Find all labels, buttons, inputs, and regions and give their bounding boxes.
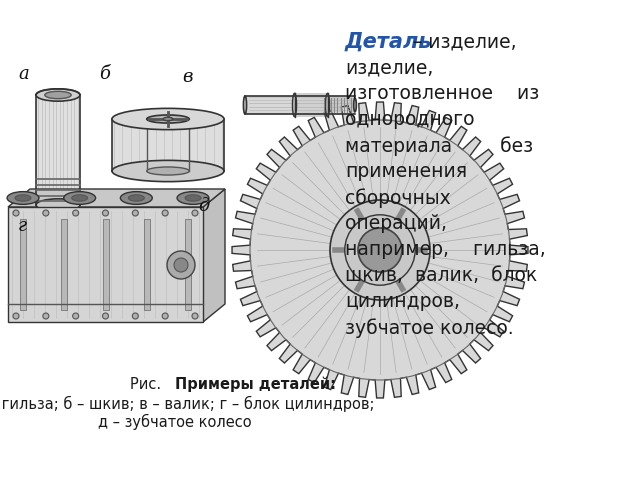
Polygon shape: [8, 207, 203, 322]
Bar: [144, 219, 150, 310]
Text: операций,: операций,: [345, 214, 447, 233]
Ellipse shape: [354, 98, 356, 112]
Text: Деталь: Деталь: [345, 32, 433, 52]
Ellipse shape: [129, 195, 144, 201]
Circle shape: [132, 313, 138, 319]
Circle shape: [73, 210, 79, 216]
Bar: [102, 219, 109, 310]
Ellipse shape: [64, 192, 95, 204]
Circle shape: [132, 210, 138, 216]
Text: применения: применения: [345, 162, 467, 181]
Text: Примеры деталей:: Примеры деталей:: [175, 377, 336, 393]
Text: д – зубчатое колесо: д – зубчатое колесо: [98, 414, 252, 430]
Ellipse shape: [174, 258, 188, 272]
Ellipse shape: [45, 91, 71, 99]
Text: материала        без: материала без: [345, 136, 533, 156]
Circle shape: [345, 215, 415, 285]
Bar: [112, 119, 224, 171]
Circle shape: [102, 313, 109, 319]
Ellipse shape: [7, 192, 39, 204]
Ellipse shape: [147, 115, 189, 123]
Polygon shape: [203, 189, 225, 322]
Circle shape: [358, 228, 402, 272]
Ellipse shape: [292, 93, 296, 117]
Bar: [185, 219, 191, 310]
Polygon shape: [232, 102, 528, 398]
Ellipse shape: [167, 251, 195, 279]
Polygon shape: [8, 189, 225, 207]
Bar: [61, 219, 67, 310]
Bar: [294, 93, 328, 117]
Ellipse shape: [120, 192, 152, 204]
Text: а – гильза; б – шкив; в – валик; г – блок цилиндров;: а – гильза; б – шкив; в – валик; г – бло…: [0, 396, 374, 412]
Text: г: г: [18, 216, 27, 235]
Circle shape: [192, 210, 198, 216]
Text: а: а: [18, 65, 29, 84]
Ellipse shape: [112, 108, 224, 130]
Circle shape: [162, 210, 168, 216]
Text: Рис.: Рис.: [130, 377, 175, 392]
Text: изготовленное    из: изготовленное из: [345, 84, 540, 103]
Circle shape: [43, 313, 49, 319]
Ellipse shape: [185, 195, 201, 201]
Bar: [324, 98, 355, 112]
Ellipse shape: [72, 195, 88, 201]
Ellipse shape: [36, 89, 80, 101]
Ellipse shape: [163, 117, 173, 121]
Text: сборочных: сборочных: [345, 188, 451, 208]
Text: – изделие,: – изделие,: [407, 32, 516, 51]
Circle shape: [73, 313, 79, 319]
Circle shape: [43, 210, 49, 216]
Ellipse shape: [326, 93, 330, 117]
Text: например,    гильза,: например, гильза,: [345, 240, 546, 259]
Bar: [245, 96, 355, 114]
Ellipse shape: [147, 167, 189, 175]
Text: в: в: [182, 68, 193, 86]
Circle shape: [102, 210, 109, 216]
Circle shape: [192, 313, 198, 319]
Text: зубчатое колесо.: зубчатое колесо.: [345, 318, 514, 338]
Circle shape: [13, 313, 19, 319]
Circle shape: [162, 313, 168, 319]
Bar: [20, 219, 26, 310]
Ellipse shape: [36, 199, 80, 211]
Text: однородного: однородного: [345, 110, 474, 129]
Ellipse shape: [15, 195, 31, 201]
Text: шкив,  валик,  блок: шкив, валик, блок: [345, 266, 537, 285]
Bar: [36, 95, 80, 205]
Circle shape: [13, 210, 19, 216]
Text: д: д: [198, 197, 210, 216]
Text: б: б: [99, 65, 110, 84]
Ellipse shape: [243, 96, 246, 114]
Ellipse shape: [177, 192, 209, 204]
Text: изделие,: изделие,: [345, 58, 433, 77]
Text: цилиндров,: цилиндров,: [345, 292, 460, 311]
Ellipse shape: [112, 160, 224, 181]
Circle shape: [330, 200, 430, 300]
